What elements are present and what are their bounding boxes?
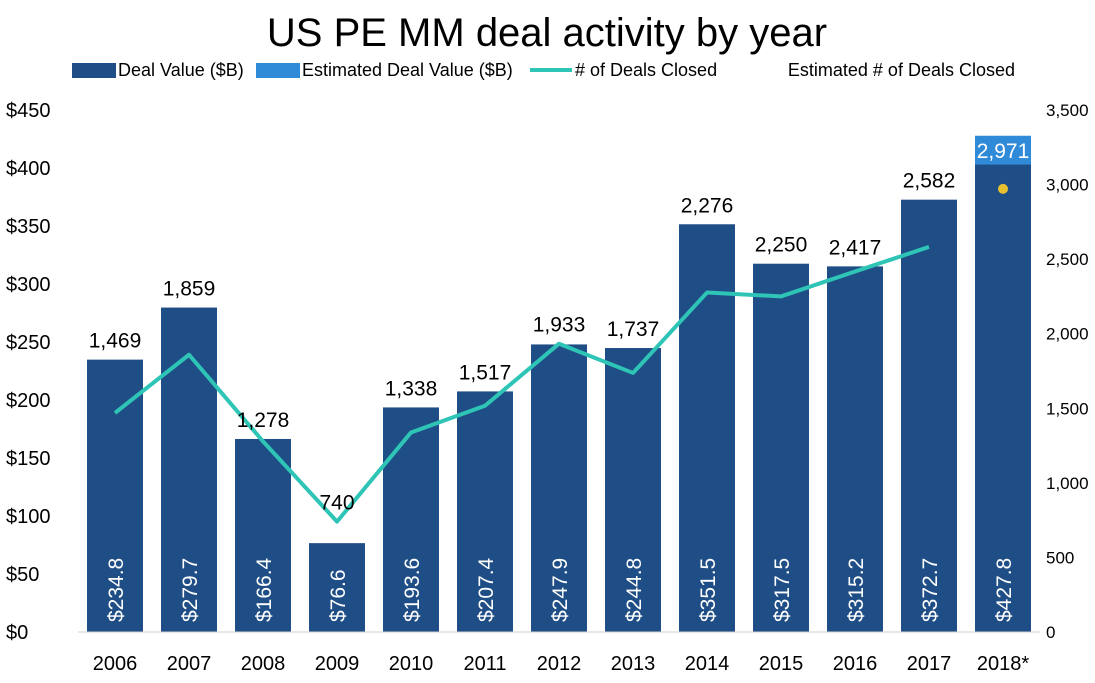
deals-count-label: 2,582 bbox=[903, 170, 956, 193]
deals-line: 1,469 1,859 1,278 740 1,338 1,517 1,933 1,737 2,… bbox=[89, 140, 1030, 524]
right-tick-label: 0 bbox=[1046, 623, 1055, 642]
deal-value-label: $234.8 bbox=[105, 558, 128, 622]
x-tick-label: 2016 bbox=[833, 653, 878, 675]
right-tick-label: 500 bbox=[1046, 548, 1074, 567]
legend-label-estimated-deal-value: Estimated Deal Value ($B) bbox=[302, 60, 513, 80]
legend-swatch-deal-value bbox=[72, 63, 116, 78]
left-tick-label: $400 bbox=[6, 158, 51, 180]
right-axis: 0 500 1,000 1,500 2,000 2,500 3,000 3,500 bbox=[1046, 101, 1089, 642]
right-tick-label: 2,000 bbox=[1046, 325, 1089, 344]
x-tick-label: 2013 bbox=[611, 653, 656, 675]
left-tick-label: $450 bbox=[6, 100, 51, 122]
estimated-deals-dot bbox=[998, 183, 1008, 194]
right-tick-label: 2,500 bbox=[1046, 250, 1089, 269]
deal-value-label: $207.4 bbox=[475, 557, 498, 622]
deals-count-label: 2,276 bbox=[681, 194, 734, 217]
deal-value-bar bbox=[383, 407, 439, 632]
right-tick-label: 1,500 bbox=[1046, 399, 1089, 418]
deal-value-bar bbox=[753, 263, 809, 632]
x-axis: 2006 2007 2008 2009 2010 2011 2012 2013 2014 2015… bbox=[93, 653, 1030, 675]
deal-value-label: $166.4 bbox=[253, 557, 276, 622]
left-tick-label: $100 bbox=[6, 506, 51, 528]
x-tick-label: 2012 bbox=[537, 653, 582, 675]
left-tick-label: $0 bbox=[6, 622, 28, 644]
deals-count-label: 1,737 bbox=[607, 318, 660, 341]
right-tick-label: 3,000 bbox=[1046, 176, 1089, 195]
legend-label-deals-closed: # of Deals Closed bbox=[575, 60, 717, 80]
x-tick-label: 2017 bbox=[907, 653, 952, 675]
deal-value-label: $247.9 bbox=[549, 558, 572, 622]
deal-value-label: $351.5 bbox=[697, 558, 720, 622]
deal-value-label: $427.8 bbox=[993, 558, 1016, 622]
deal-value-bar bbox=[605, 348, 661, 632]
x-tick-label: 2007 bbox=[167, 653, 212, 675]
deal-value-bar bbox=[975, 164, 1031, 632]
x-tick-label: 2009 bbox=[315, 653, 360, 675]
legend-label-estimated-deals-closed: Estimated # of Deals Closed bbox=[788, 60, 1015, 80]
deal-value-label: $279.7 bbox=[179, 558, 202, 622]
right-tick-label: 1,000 bbox=[1046, 474, 1089, 493]
deal-value-bar bbox=[161, 307, 217, 632]
left-tick-label: $50 bbox=[6, 564, 39, 586]
x-tick-label: 2010 bbox=[389, 653, 434, 675]
estimated-deal-value-bar bbox=[975, 135, 1031, 165]
deals-closed-line bbox=[113, 245, 930, 524]
deal-value-bar bbox=[309, 543, 365, 632]
legend-label-deal-value: Deal Value ($B) bbox=[118, 60, 244, 80]
deals-count-label: 1,469 bbox=[89, 330, 142, 353]
x-tick-label: 2014 bbox=[685, 653, 730, 675]
left-axis: $0 $50 $100 $150 $200 $250 $300 $350 $400 $450 bbox=[6, 100, 51, 644]
deal-value-label: $244.8 bbox=[623, 558, 646, 622]
chart-title: US PE MM deal activity by year bbox=[267, 11, 827, 55]
deal-value-label: $317.5 bbox=[771, 558, 794, 622]
deals-count-label: 1,859 bbox=[163, 278, 216, 301]
bars: $234.8 $279.7 $166.4 $76.6 $193.6 $207.4 $247.… bbox=[78, 135, 1040, 633]
left-tick-label: $250 bbox=[6, 332, 51, 354]
deal-value-label: $372.7 bbox=[919, 558, 942, 622]
deal-value-bar bbox=[457, 391, 513, 632]
estimated-deals-label: 2,971 bbox=[977, 140, 1030, 163]
deals-count-label: 1,278 bbox=[237, 409, 290, 432]
left-tick-label: $300 bbox=[6, 274, 51, 296]
x-tick-label: 2006 bbox=[93, 653, 138, 675]
deals-count-label: 2,250 bbox=[755, 234, 808, 257]
deals-count-label: 1,338 bbox=[385, 377, 438, 400]
left-tick-label: $150 bbox=[6, 448, 51, 470]
right-tick-label: 3,500 bbox=[1046, 101, 1089, 120]
x-tick-label: 2015 bbox=[759, 653, 804, 675]
deals-count-label: 740 bbox=[319, 492, 354, 515]
legend: Deal Value ($B) Estimated Deal Value ($B)… bbox=[72, 60, 1015, 80]
deal-value-bar bbox=[901, 199, 957, 632]
x-tick-label: 2008 bbox=[241, 653, 286, 675]
deals-count-label: 1,517 bbox=[459, 361, 512, 384]
legend-swatch-estimated-deal-value bbox=[256, 63, 300, 78]
deal-value-bar bbox=[87, 359, 143, 632]
deal-value-label: $76.6 bbox=[327, 569, 350, 622]
deal-value-bar bbox=[531, 344, 587, 632]
deals-count-label: 1,933 bbox=[533, 314, 586, 337]
deals-count-label: 2,417 bbox=[829, 236, 882, 259]
x-tick-label: 2018* bbox=[977, 653, 1029, 675]
deal-value-bar bbox=[235, 438, 291, 632]
left-tick-label: $200 bbox=[6, 390, 51, 412]
left-tick-label: $350 bbox=[6, 216, 51, 238]
deal-value-bar bbox=[827, 266, 883, 632]
x-tick-label: 2011 bbox=[463, 653, 506, 675]
deal-value-label: $193.6 bbox=[401, 558, 424, 622]
deal-value-label: $315.2 bbox=[845, 558, 868, 622]
